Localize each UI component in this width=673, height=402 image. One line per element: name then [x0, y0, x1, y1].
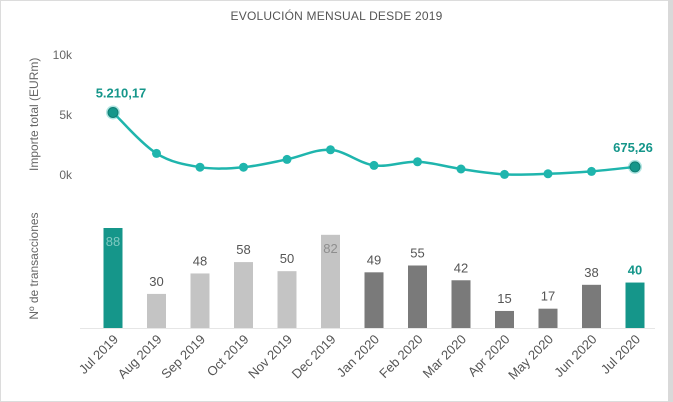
line-y-tick-label: 5k	[59, 108, 73, 122]
chart-title: EVOLUCIÓN MENSUAL DESDE 2019	[230, 9, 443, 23]
transactions-data-label: 55	[410, 246, 424, 261]
x-tick-label: Jan 2020	[334, 332, 382, 380]
transactions-data-label: 49	[367, 252, 381, 267]
transactions-bar	[147, 293, 166, 328]
transactions-bar	[495, 310, 514, 328]
importe-point	[456, 164, 466, 174]
line-y-tick-label: 0k	[59, 168, 73, 182]
transactions-bar	[408, 265, 427, 328]
importe-point	[152, 148, 161, 158]
x-tick-label: Sep 2019	[158, 332, 208, 382]
importe-point	[629, 161, 641, 173]
importe-point	[369, 160, 379, 170]
x-tick-label: Jun 2020	[551, 332, 599, 380]
importe-point	[282, 154, 292, 164]
x-tick-label: May 2020	[505, 332, 556, 383]
transactions-data-label: 50	[280, 251, 294, 266]
x-tick-label: Jul 2020	[598, 332, 643, 377]
importe-point	[326, 145, 335, 155]
transactions-data-label: 40	[628, 263, 642, 278]
transactions-data-label: 15	[497, 291, 511, 306]
transactions-data-label: 48	[193, 253, 207, 268]
transactions-data-label: 58	[236, 242, 250, 257]
line-y-tick-label: 10k	[53, 48, 73, 62]
x-tick-label: Feb 2020	[376, 332, 425, 381]
importe-point	[195, 162, 205, 172]
transactions-data-label: 88	[106, 234, 120, 249]
transactions-bar	[234, 262, 253, 328]
transactions-bar	[582, 284, 601, 328]
transactions-data-label: 17	[541, 289, 555, 304]
importe-point	[239, 162, 248, 172]
importe-point	[543, 169, 553, 179]
x-tick-label: Mar 2020	[420, 332, 469, 381]
transactions-bar	[625, 282, 645, 328]
importe-data-label: 5.210,17	[96, 85, 147, 100]
transactions-bar	[190, 273, 210, 328]
transactions-bar	[103, 228, 123, 328]
x-tick-label: Aug 2019	[115, 332, 165, 382]
transactions-bar	[277, 271, 297, 328]
transactions-bar	[538, 308, 558, 328]
importe-point	[587, 166, 596, 176]
x-tick-label: Oct 2019	[204, 332, 252, 380]
transactions-data-label: 42	[454, 260, 468, 275]
transactions-data-label: 38	[584, 265, 598, 280]
transactions-bar	[364, 272, 384, 328]
importe-data-label: 675,26	[613, 140, 653, 155]
importe-point	[413, 157, 422, 167]
transactions-bar	[321, 234, 340, 328]
importe-point	[500, 169, 509, 179]
importe-point	[107, 106, 119, 118]
transactions-data-label: 30	[149, 274, 163, 289]
x-tick-label: Nov 2019	[245, 332, 295, 382]
transactions-bar	[451, 280, 471, 328]
transactions-data-label: 82	[323, 241, 337, 256]
window-edge	[668, 0, 673, 402]
x-tick-label: Dec 2019	[289, 332, 339, 382]
